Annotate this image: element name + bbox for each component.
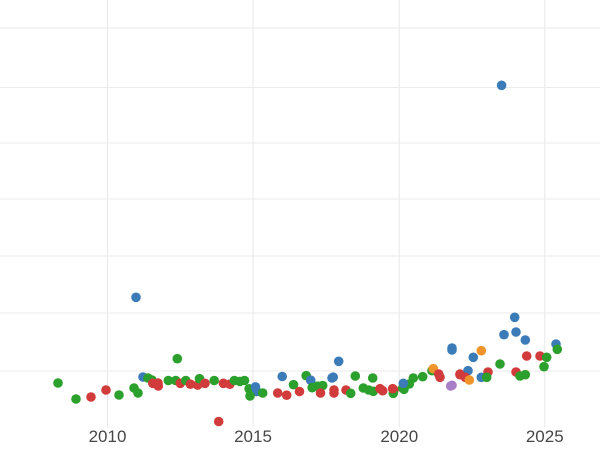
svg-text:2020: 2020 xyxy=(380,427,418,446)
svg-text:2025: 2025 xyxy=(526,427,564,446)
svg-text:2015: 2015 xyxy=(234,427,272,446)
svg-text:2010: 2010 xyxy=(89,427,127,446)
